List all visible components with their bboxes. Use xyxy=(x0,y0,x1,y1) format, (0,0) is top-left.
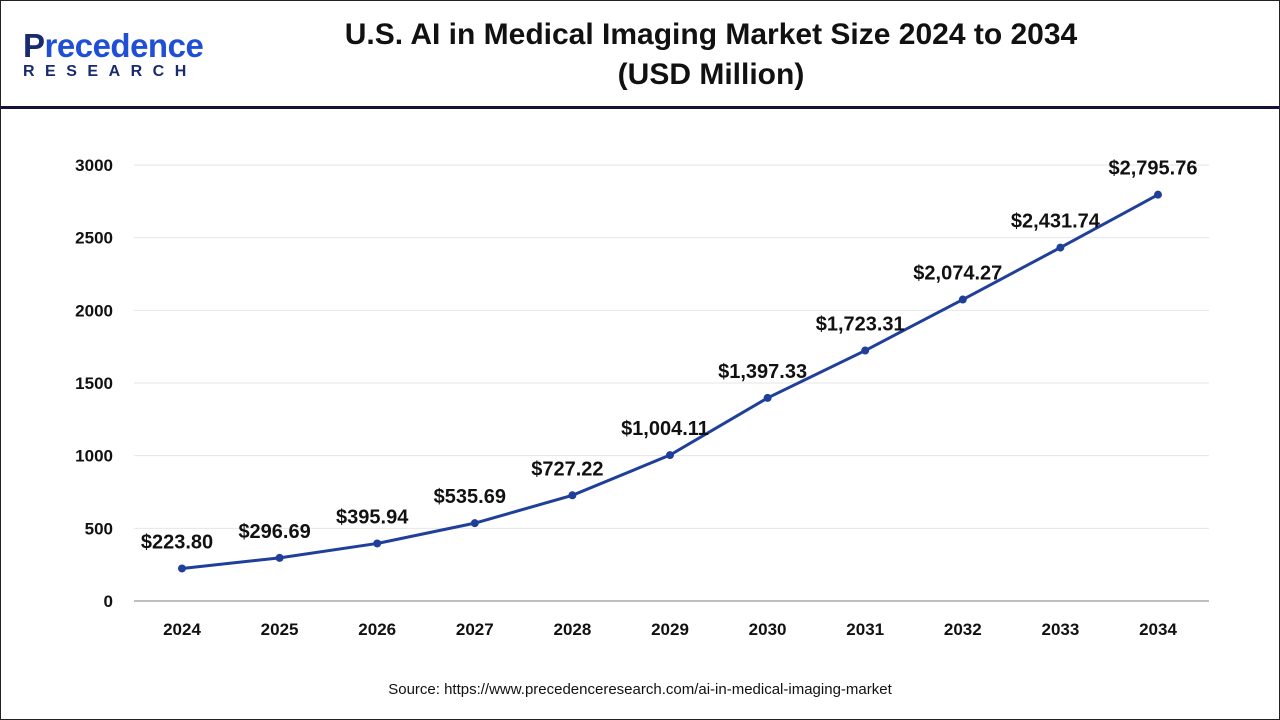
x-tick-label: 2034 xyxy=(1139,620,1177,639)
x-tick-label: 2025 xyxy=(261,620,299,639)
data-label: $1,723.31 xyxy=(816,314,905,336)
data-point xyxy=(666,451,674,460)
logo-subtext: RESEARCH xyxy=(23,63,197,80)
y-tick-label: 2000 xyxy=(75,301,113,320)
data-point xyxy=(275,553,284,562)
y-tick-label: 0 xyxy=(104,592,113,611)
header: Precedence RESEARCH U.S. AI in Medical I… xyxy=(1,1,1279,109)
title-line-1: U.S. AI in Medical Imaging Market Size 2… xyxy=(344,18,1078,51)
data-label: $2,431.74 xyxy=(1011,211,1101,233)
y-tick-label: 1000 xyxy=(75,447,113,466)
title-line-2: (USD Million) xyxy=(617,58,805,91)
source-text: Source: https://www.precedenceresearch.c… xyxy=(388,681,892,698)
data-point xyxy=(1154,190,1162,199)
data-label: $296.69 xyxy=(238,521,310,543)
data-label: $395.94 xyxy=(336,506,409,528)
data-label: $2,074.27 xyxy=(913,263,1002,285)
data-point xyxy=(958,295,967,304)
y-tick-label: 3000 xyxy=(75,156,113,175)
line-chart: 0 500 1000 1500 2000 2500 3000 2024 2025 2026 2027… xyxy=(75,156,1209,639)
data-point xyxy=(373,539,382,548)
data-point xyxy=(178,564,186,573)
logo-p: P xyxy=(23,27,45,64)
x-tick-label: 2024 xyxy=(163,620,201,639)
x-tick-label: 2028 xyxy=(553,620,591,639)
x-tick-label: 2030 xyxy=(749,620,787,639)
data-point xyxy=(1056,243,1065,252)
x-tick-label: 2027 xyxy=(456,620,494,639)
data-point xyxy=(861,346,870,355)
x-tick-label: 2026 xyxy=(358,620,396,639)
chart-title: U.S. AI in Medical Imaging Market Size 2… xyxy=(301,15,1121,95)
data-label: $223.80 xyxy=(141,531,213,553)
x-tick-label: 2031 xyxy=(846,620,884,639)
data-label: $1,004.11 xyxy=(621,418,709,440)
x-tick-label: 2029 xyxy=(651,620,689,639)
data-point xyxy=(763,393,772,402)
data-label: $535.69 xyxy=(434,486,506,508)
y-tick-label: 1500 xyxy=(75,374,113,393)
data-label: $1,397.33 xyxy=(718,361,807,383)
data-label: $727.22 xyxy=(531,458,603,480)
precedence-research-logo: Precedence RESEARCH xyxy=(23,27,204,81)
y-tick-label: 2500 xyxy=(75,229,113,248)
data-label: $2,795.76 xyxy=(1109,158,1198,180)
logo-text: recedence xyxy=(44,27,204,64)
data-point xyxy=(470,519,479,528)
series-line xyxy=(181,193,1159,570)
y-tick-label: 500 xyxy=(85,519,113,538)
x-tick-label: 2032 xyxy=(944,620,982,639)
x-tick-label: 2033 xyxy=(1041,620,1079,639)
data-point xyxy=(568,491,577,500)
